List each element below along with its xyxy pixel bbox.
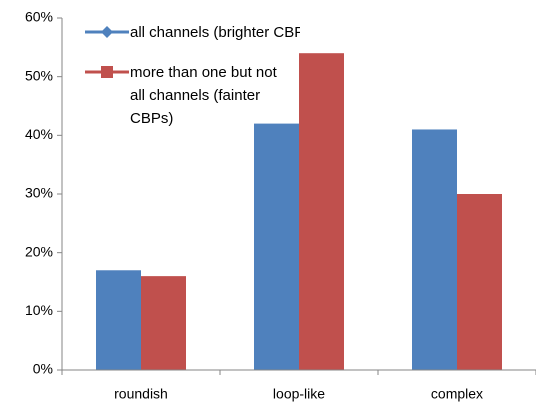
y-tick-label: 30% — [25, 185, 53, 201]
y-tick-label: 50% — [25, 67, 53, 83]
y-tick-label: 60% — [25, 9, 53, 25]
x-tick-label: complex — [431, 386, 483, 402]
bar — [412, 129, 457, 370]
legend-marker — [101, 26, 113, 38]
x-tick-label: roundish — [114, 386, 168, 402]
x-tick-label: loop-like — [273, 386, 325, 402]
y-tick-label: 40% — [25, 126, 53, 142]
bar — [141, 276, 186, 370]
y-tick-label: 10% — [25, 302, 53, 318]
legend-marker — [101, 66, 113, 78]
y-tick-label: 20% — [25, 243, 53, 259]
legend-entry: all channels (brighter CBPs) — [130, 23, 300, 41]
bar — [457, 194, 502, 370]
legend-entry: more than one but not all channels (fain… — [130, 63, 277, 127]
legend-label: more than one but not all channels (fain… — [130, 63, 277, 127]
y-tick-label: 0% — [33, 361, 53, 377]
legend-label: all channels (brighter CBPs) — [130, 23, 300, 41]
bar — [96, 270, 141, 370]
bar — [254, 123, 299, 370]
bar — [299, 53, 344, 370]
